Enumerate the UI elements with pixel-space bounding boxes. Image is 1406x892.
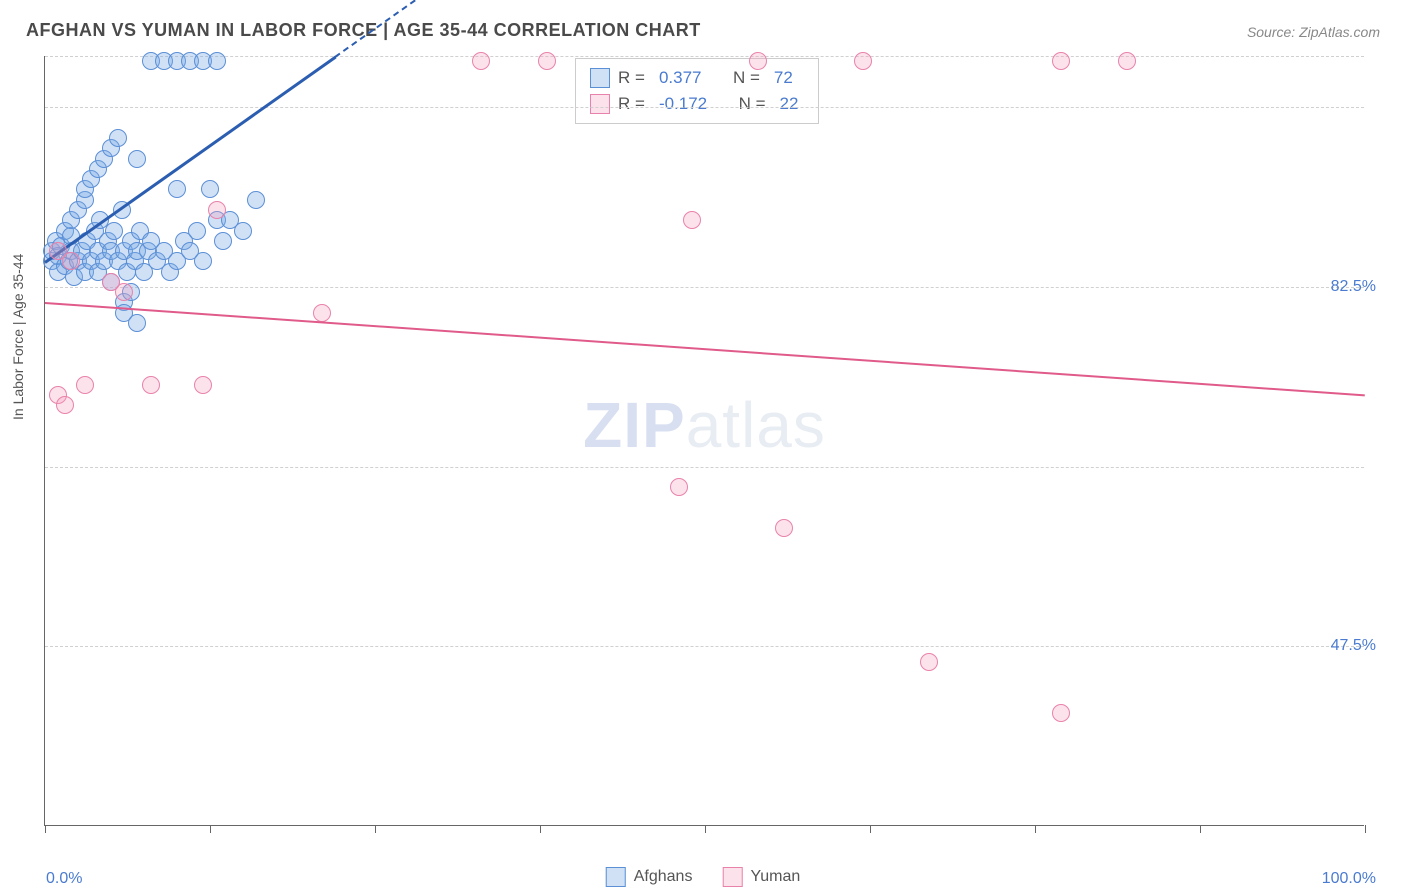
stat-value-n: 72 <box>774 65 793 91</box>
data-point <box>1118 52 1136 70</box>
data-point <box>313 304 331 322</box>
data-point <box>670 478 688 496</box>
data-point <box>247 191 265 209</box>
watermark: ZIPatlas <box>583 388 826 462</box>
gridline-h <box>45 467 1364 468</box>
stat-value-r: 0.377 <box>659 65 702 91</box>
legend-swatch <box>590 68 610 88</box>
data-point <box>472 52 490 70</box>
data-point <box>683 211 701 229</box>
x-tick <box>45 825 46 833</box>
watermark-zip: ZIP <box>583 389 686 461</box>
plot-area: ZIPatlas R = 0.377 N = 72R = -0.172 N = 22 <box>44 56 1364 826</box>
stat-label-n: N = <box>739 91 766 117</box>
data-point <box>188 222 206 240</box>
data-point <box>201 180 219 198</box>
data-point <box>194 252 212 270</box>
data-point <box>109 129 127 147</box>
gridline-h <box>45 287 1364 288</box>
y-tick-label: 47.5% <box>1331 637 1376 655</box>
legend-swatch <box>590 94 610 114</box>
series-name: Yuman <box>750 864 800 890</box>
data-point <box>105 222 123 240</box>
series-legend-item: Afghans <box>606 864 693 890</box>
data-point <box>775 519 793 537</box>
stats-legend-row: R =0.377 N =72 <box>590 65 804 91</box>
data-point <box>56 396 74 414</box>
data-point <box>194 376 212 394</box>
x-axis-min-label: 0.0% <box>46 870 82 888</box>
x-tick <box>1035 825 1036 833</box>
data-point <box>208 201 226 219</box>
data-point <box>1052 52 1070 70</box>
data-point <box>214 232 232 250</box>
gridline-h <box>45 56 1364 57</box>
stat-value-r: -0.172 <box>659 91 707 117</box>
stats-legend: R = 0.377 N = 72R = -0.172 N = 22 <box>575 58 819 124</box>
gridline-h <box>45 646 1364 647</box>
source-attribution: Source: ZipAtlas.com <box>1247 24 1380 40</box>
x-tick <box>210 825 211 833</box>
x-tick <box>540 825 541 833</box>
x-tick <box>1200 825 1201 833</box>
data-point <box>168 180 186 198</box>
x-axis-max-label: 100.0% <box>1322 870 1376 888</box>
data-point <box>115 283 133 301</box>
stat-value-n: 22 <box>780 91 799 117</box>
data-point <box>208 52 226 70</box>
y-axis-label: In Labor Force | Age 35-44 <box>10 254 26 420</box>
series-name: Afghans <box>634 864 693 890</box>
data-point <box>142 376 160 394</box>
data-point <box>920 653 938 671</box>
data-point <box>128 314 146 332</box>
data-point <box>234 222 252 240</box>
trend-line <box>45 302 1365 396</box>
data-point <box>76 376 94 394</box>
data-point <box>128 150 146 168</box>
data-point <box>854 52 872 70</box>
data-point <box>1052 704 1070 722</box>
watermark-atlas: atlas <box>686 389 826 461</box>
x-tick <box>1365 825 1366 833</box>
data-point <box>62 252 80 270</box>
legend-swatch <box>606 867 626 887</box>
stat-label-r: R = <box>618 65 645 91</box>
x-tick <box>870 825 871 833</box>
x-tick <box>375 825 376 833</box>
gridline-h <box>45 107 1364 108</box>
legend-swatch <box>722 867 742 887</box>
series-legend: Afghans Yuman <box>606 864 801 890</box>
series-legend-item: Yuman <box>722 864 800 890</box>
data-point <box>749 52 767 70</box>
stat-label-r: R = <box>618 91 645 117</box>
y-tick-label: 82.5% <box>1331 278 1376 296</box>
x-tick <box>705 825 706 833</box>
data-point <box>538 52 556 70</box>
stats-legend-row: R = -0.172 N = 22 <box>590 91 804 117</box>
